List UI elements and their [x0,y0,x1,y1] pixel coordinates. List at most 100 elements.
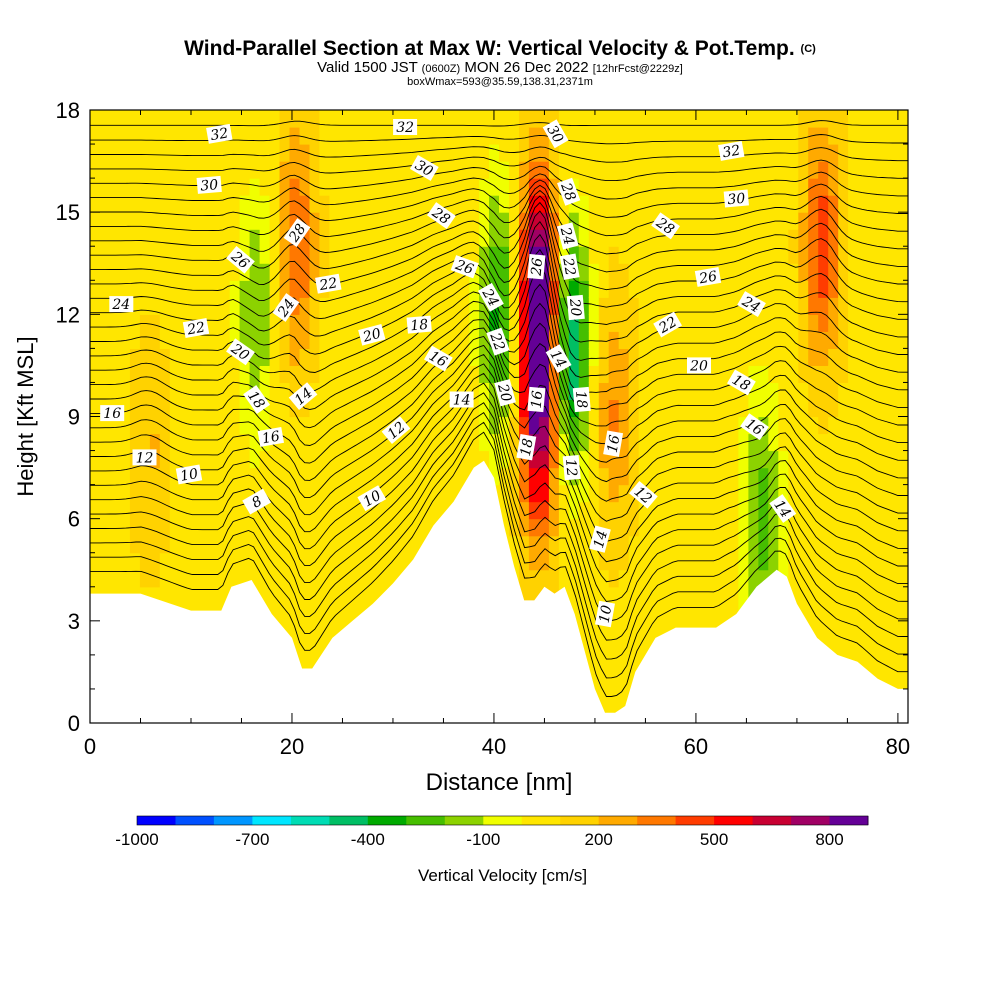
field-cell [838,416,849,435]
field-cell [349,416,360,435]
field-cell [538,518,550,537]
field-cell [499,178,510,196]
field-cell [678,467,690,486]
contour-label-box [545,344,572,373]
colorbar-swatch [290,816,330,825]
field-cell [708,535,720,554]
field-cell [90,212,101,230]
field-cell [519,263,530,281]
field-cell [369,212,380,230]
field-cell [878,518,889,537]
field-cell [748,280,759,298]
field-cell [848,535,859,554]
field-cell [878,399,889,418]
field-cell [858,637,869,656]
field-cell [119,178,131,196]
field-cell [758,263,769,281]
field-cell [129,331,141,349]
field-cell [399,127,410,145]
field-cell [818,161,829,179]
field-cell [379,365,390,383]
field-cell [858,433,869,452]
field-cell [878,297,889,315]
field-cell [898,569,908,588]
field-cell [688,603,700,622]
field-cell [459,178,470,196]
field-cell [648,348,660,366]
field-cell [379,348,390,366]
field-cell [618,161,630,179]
field-cell [369,586,380,605]
field-cell [269,161,281,179]
field-cell [519,110,530,128]
field-cell [419,365,430,383]
field-cell [538,433,550,452]
field-cell [888,671,899,690]
field-cell [628,518,640,537]
field-cell [379,263,390,281]
field-cell [778,314,789,332]
field-cell [239,535,251,554]
field-cell [828,297,839,315]
field-cell [628,603,640,622]
field-cell [119,348,131,366]
field-cell [658,365,670,383]
field-cell [858,246,869,264]
field-cell [499,280,510,298]
field-cell [528,518,540,537]
contour-label-box [226,245,255,274]
field-cell [678,331,690,349]
theta-contour-line [90,220,908,343]
contour-label: 10 [595,600,615,628]
field-cell [898,331,908,349]
field-cell [259,161,271,179]
field-cell [309,212,321,230]
field-cell [469,450,480,469]
field-cell [628,127,640,145]
field-cell [528,348,540,366]
field-cell [748,246,759,264]
field-cell [139,569,151,588]
field-cell [199,144,211,162]
field-cell [558,484,570,503]
field-cell [678,263,690,281]
field-cell [199,229,211,247]
field-cell [239,229,251,247]
field-cell [828,603,839,622]
field-cell [329,484,340,503]
field-cell [199,246,211,264]
field-cell [149,280,161,298]
field-cell [90,518,101,537]
field-cell [259,467,271,486]
field-cell [279,144,291,162]
field-cell [199,297,211,315]
field-cell [788,433,799,452]
field-cell [668,603,680,622]
field-cell [698,552,710,571]
colorbar-swatch [137,816,176,825]
field-cell [159,586,171,605]
field-cell [119,416,131,435]
field-cell [249,280,261,298]
field-cell [509,399,520,418]
field-cell [309,416,321,435]
field-cell [848,467,859,486]
field-cell [319,246,330,264]
field-cell [828,569,839,588]
field-cell [608,331,620,349]
field-cell [558,331,570,349]
field-cell [588,484,600,503]
field-cell [279,263,291,281]
field-cell [588,671,600,690]
field-cell [648,501,660,520]
field-cell [349,314,360,332]
field-cell [469,365,480,383]
colorbar-swatch [714,816,754,825]
field-cell [489,212,500,230]
field-cell [289,246,301,264]
field-cell [179,501,191,520]
field-cell [868,229,879,247]
field-cell [90,569,101,588]
field-cell [688,331,700,349]
field-cell [618,671,630,690]
